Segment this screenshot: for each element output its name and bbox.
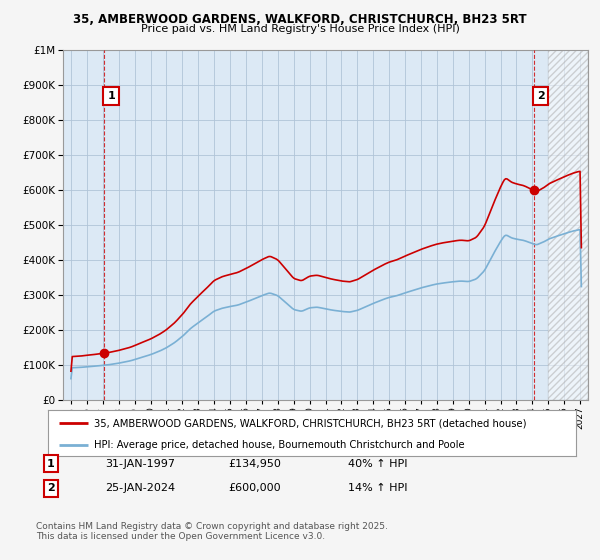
- Text: 31-JAN-1997: 31-JAN-1997: [105, 459, 175, 469]
- Text: Price paid vs. HM Land Registry's House Price Index (HPI): Price paid vs. HM Land Registry's House …: [140, 24, 460, 34]
- Bar: [548, 50, 588, 400]
- Text: £134,950: £134,950: [228, 459, 281, 469]
- Text: Contains HM Land Registry data © Crown copyright and database right 2025.
This d: Contains HM Land Registry data © Crown c…: [36, 522, 388, 542]
- Text: £600,000: £600,000: [228, 483, 281, 493]
- Text: 25-JAN-2024: 25-JAN-2024: [105, 483, 175, 493]
- Text: 2: 2: [536, 91, 544, 101]
- Text: 14% ↑ HPI: 14% ↑ HPI: [348, 483, 407, 493]
- Text: 40% ↑ HPI: 40% ↑ HPI: [348, 459, 407, 469]
- Text: 1: 1: [107, 91, 115, 101]
- Text: 2: 2: [47, 483, 55, 493]
- Bar: [548, 50, 588, 400]
- Text: 1: 1: [47, 459, 55, 469]
- Text: 35, AMBERWOOD GARDENS, WALKFORD, CHRISTCHURCH, BH23 5RT (detached house): 35, AMBERWOOD GARDENS, WALKFORD, CHRISTC…: [94, 418, 527, 428]
- Text: 35, AMBERWOOD GARDENS, WALKFORD, CHRISTCHURCH, BH23 5RT: 35, AMBERWOOD GARDENS, WALKFORD, CHRISTC…: [73, 13, 527, 26]
- Text: HPI: Average price, detached house, Bournemouth Christchurch and Poole: HPI: Average price, detached house, Bour…: [94, 440, 465, 450]
